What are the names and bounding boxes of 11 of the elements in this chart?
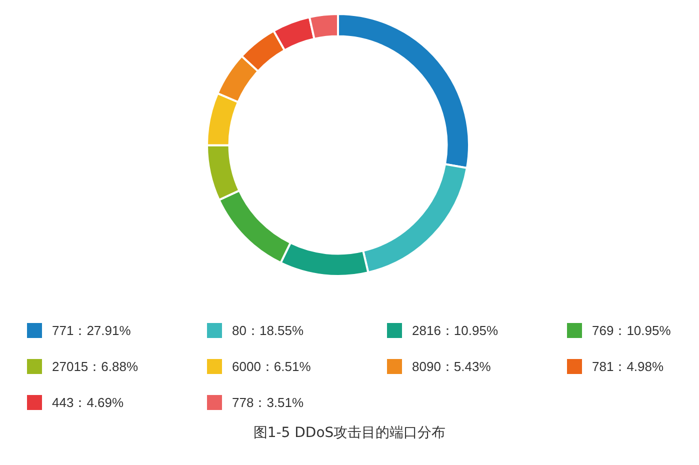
legend-label: 8090：5.43% [412, 359, 492, 374]
text: 图1-5 DDoS攻击目的端口分布 [253, 425, 446, 441]
legend-label: 2816：10.95% [412, 323, 498, 338]
legend-label: 778：3.51% [232, 395, 304, 410]
legend-label: 6000：6.51% [232, 359, 312, 374]
legend-label: 781：4.98% [592, 359, 664, 374]
legend-label: 771：27.91% [52, 323, 132, 338]
legend-label: 80：18.55% [232, 323, 304, 338]
legend-label: 443：4.69% [52, 395, 124, 410]
legend-label: 27015：6.88% [52, 359, 138, 374]
legend-label: 769：10.95% [592, 323, 672, 338]
